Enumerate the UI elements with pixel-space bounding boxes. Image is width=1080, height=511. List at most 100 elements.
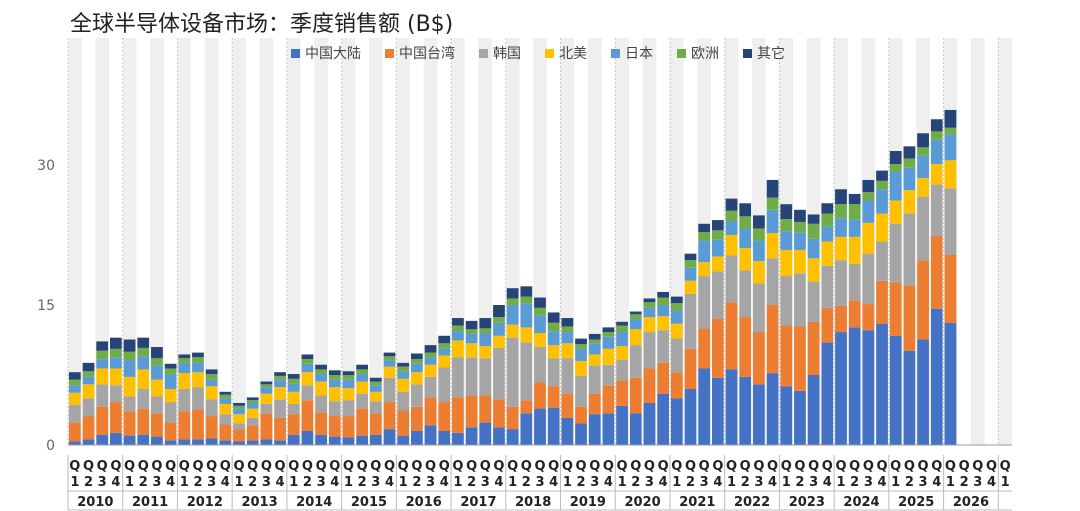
bar-segment <box>643 302 656 308</box>
bar-segment <box>629 329 642 346</box>
quarter-tick-label: Q <box>343 459 354 474</box>
bar-segment <box>520 342 533 401</box>
bar-segment <box>328 416 341 437</box>
legend-item: 欧洲 <box>677 46 719 62</box>
bar-segment <box>438 367 451 403</box>
bar-segment <box>328 370 341 375</box>
bar-segment <box>602 348 615 365</box>
bar-segment <box>876 180 888 190</box>
bar-segment <box>766 305 779 374</box>
bar-segment <box>274 440 286 445</box>
bar-segment <box>629 311 642 315</box>
quarter-tick-label: 4 <box>111 475 120 490</box>
legend-swatch <box>677 49 686 58</box>
bar-segment <box>465 395 478 428</box>
bar-segment <box>493 427 505 445</box>
bar-segment <box>110 432 122 445</box>
bar-segment <box>356 374 369 382</box>
bar-segment <box>944 109 957 128</box>
bar-segment <box>151 413 163 437</box>
bar-segment <box>561 332 574 344</box>
legend-swatch <box>291 49 300 58</box>
bar-segment <box>629 377 642 414</box>
bar-segment <box>534 297 546 308</box>
bar-segment <box>123 351 136 361</box>
bar-segment <box>82 371 95 377</box>
bar-segment <box>452 340 464 358</box>
bar-segment <box>123 339 136 352</box>
bar-segment <box>794 232 806 250</box>
bar-segment <box>903 190 916 214</box>
legend-label: 韩国 <box>493 46 521 62</box>
bar-segment <box>889 200 902 224</box>
quarter-tick-label: Q <box>712 459 723 474</box>
bar-segment <box>575 361 587 376</box>
quarter-tick-label: 4 <box>878 475 887 490</box>
bar-segment <box>68 392 81 405</box>
bar-segment <box>328 375 341 380</box>
year-tick-label: 2014 <box>296 495 332 510</box>
bar-segment <box>68 422 81 442</box>
quarter-tick-label: Q <box>808 459 819 474</box>
quarter-tick-label: 3 <box>864 475 873 490</box>
bar-segment <box>233 408 245 415</box>
bar-segment <box>123 411 136 436</box>
year-tick-label: 2011 <box>132 495 168 510</box>
bar-segment <box>547 322 560 332</box>
bar-segment <box>711 239 724 257</box>
quarter-tick-label: 1 <box>1001 475 1010 490</box>
quarter-tick-label: 1 <box>234 475 243 490</box>
bar-segment <box>410 406 423 431</box>
bar-segment <box>164 402 177 423</box>
quarter-tick-label: 3 <box>317 475 326 490</box>
bar-segment <box>848 193 861 205</box>
bar-segment <box>629 319 642 330</box>
bar-segment <box>479 328 492 333</box>
bar-segment <box>383 356 396 361</box>
quarter-tick-label: Q <box>876 459 887 474</box>
bar-segment <box>192 362 204 373</box>
bar-segment <box>506 305 519 325</box>
year-tick-label: 2012 <box>187 495 223 510</box>
bar-segment <box>233 429 245 442</box>
bar-segment <box>219 391 232 395</box>
bar-segment <box>424 352 437 358</box>
bar-segment <box>561 318 574 327</box>
bar-segment <box>96 406 109 435</box>
bar-segment <box>424 357 437 365</box>
bar-segment <box>219 398 232 404</box>
quarter-tick-label: Q <box>576 459 587 474</box>
bar-segment <box>342 437 355 445</box>
bar-segment <box>835 236 847 261</box>
bar-segment <box>917 260 929 340</box>
quarter-tick-label: Q <box>480 459 491 474</box>
quarter-tick-label: 2 <box>84 475 93 490</box>
bar-segment <box>465 329 478 334</box>
bar-segment <box>192 357 204 363</box>
bar-segment <box>602 385 615 414</box>
quarter-tick-label: 2 <box>850 475 859 490</box>
bar-segment <box>684 253 697 261</box>
quarter-tick-label: 3 <box>207 475 216 490</box>
bar-segment <box>944 322 957 445</box>
quarter-tick-label: Q <box>699 459 710 474</box>
bar-segment <box>698 223 711 233</box>
quarter-tick-label: Q <box>425 459 436 474</box>
legend-swatch <box>479 49 488 58</box>
quarter-tick-label: Q <box>767 459 778 474</box>
year-tick-label: 2017 <box>460 495 496 510</box>
bar-segment <box>766 233 779 259</box>
bar-segment <box>493 335 505 348</box>
bar-segment <box>917 147 929 156</box>
bar-segment <box>260 439 273 445</box>
quarter-band <box>177 38 192 445</box>
bar-segment <box>397 391 410 411</box>
bar-segment <box>657 393 670 445</box>
bar-segment <box>629 413 642 445</box>
bar-segment <box>328 387 341 402</box>
bar-segment <box>602 413 615 445</box>
bar-segment <box>725 302 738 370</box>
bar-segment <box>547 358 560 387</box>
bar-segment <box>794 326 806 391</box>
bar-segment <box>657 330 670 363</box>
